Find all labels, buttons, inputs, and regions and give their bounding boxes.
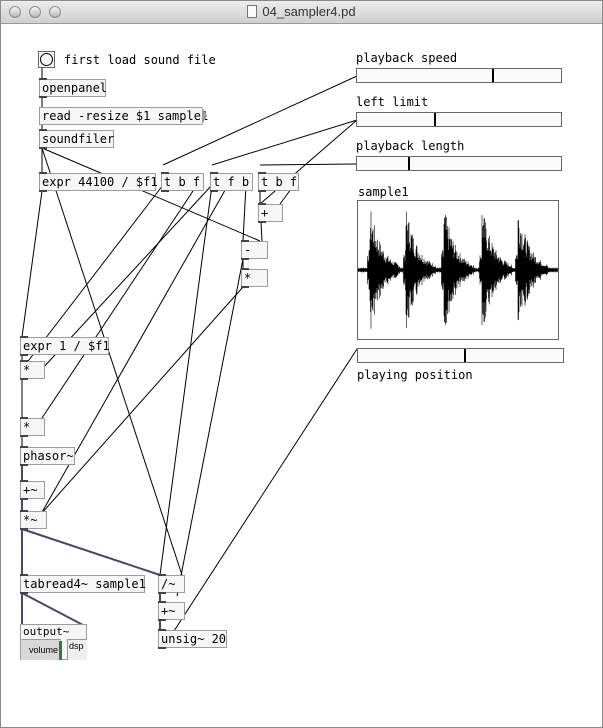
volume-label: volume [29,645,59,655]
slider-knob[interactable] [492,69,494,82]
comment-left-limit: left limit [356,95,429,109]
minimize-button[interactable] [29,6,41,18]
control-wire [162,348,358,649]
sample-array-graph[interactable] [357,200,559,340]
control-wire [259,163,358,166]
multiply-object-right[interactable]: * [241,268,268,288]
control-wire [21,190,43,338]
tabread4-object[interactable]: tabread4~ sample1 [20,574,146,594]
expr-samplerate-object[interactable]: expr 44100 / $f1 [39,172,158,192]
control-wire [41,147,183,576]
dsp-toggle[interactable]: dsp [67,639,87,660]
control-wire [211,119,358,166]
multiply-object-2[interactable]: * [20,417,45,437]
minus-object[interactable]: - [241,240,268,260]
zoom-button[interactable] [49,6,61,18]
multiply-object-1[interactable]: * [20,360,45,380]
output-abstraction: output~ volume dsp [20,624,87,660]
plus-object[interactable]: + [258,203,283,223]
slider-knob[interactable] [434,113,436,126]
close-button[interactable] [9,6,21,18]
unsig-object[interactable]: unsig~ 20 [158,629,227,649]
control-wire [259,119,358,205]
control-wire [41,184,198,419]
volume-knob[interactable] [59,641,62,660]
slider-knob[interactable] [408,157,410,170]
plus-signal-object[interactable]: +~ [20,480,45,500]
comment-playback-speed: playback speed [356,51,458,65]
comment-playing-position: playing position [357,368,473,382]
load-bang[interactable] [38,51,55,68]
playing-position-slider[interactable] [357,348,564,363]
control-wire [159,184,213,576]
audio-wire [21,592,84,626]
control-wire [176,258,244,597]
phasor-object[interactable]: phasor~ [20,446,75,466]
openpanel-object[interactable]: openpanel [39,78,107,98]
output-label: output~ [23,625,70,638]
plus-signal-object-2[interactable]: +~ [158,601,185,621]
comment-first-load: first load sound file [64,53,216,67]
control-wire [260,221,263,242]
trigger-bf-object-1[interactable]: t b f [161,172,204,192]
playback-length-slider[interactable] [356,156,562,171]
expr-inverse-object[interactable]: expr 1 / $f1 [20,336,110,356]
control-wire [242,184,247,242]
multiply-signal-object[interactable]: *~ [20,510,47,530]
patch-canvas[interactable]: first load sound file openpanel read -re… [1,24,602,727]
control-wire [162,75,358,166]
audio-wire [21,528,161,576]
array-name: sample1 [358,185,409,199]
soundfiler-object[interactable]: soundfiler [39,129,114,149]
title-bar: 04_sampler4.pd [1,1,602,24]
dsp-label: dsp [69,641,84,651]
waveform [357,211,558,329]
control-wire [40,286,244,515]
comment-playback-length: playback length [356,139,465,153]
control-wire [41,147,261,242]
playback-speed-slider[interactable] [356,68,562,83]
volume-slider[interactable]: volume [21,639,62,660]
read-resize-message[interactable]: read -resize $1 sample1 [39,107,208,125]
window-title: 04_sampler4.pd [262,4,356,19]
trigger-bf-object-2[interactable]: t b f [258,172,299,192]
document-icon [247,5,258,18]
divide-signal-object[interactable]: /~ [158,574,185,594]
left-limit-slider[interactable] [356,112,562,127]
slider-knob[interactable] [464,349,466,362]
trigger-fb-object[interactable]: t f b [210,172,253,192]
